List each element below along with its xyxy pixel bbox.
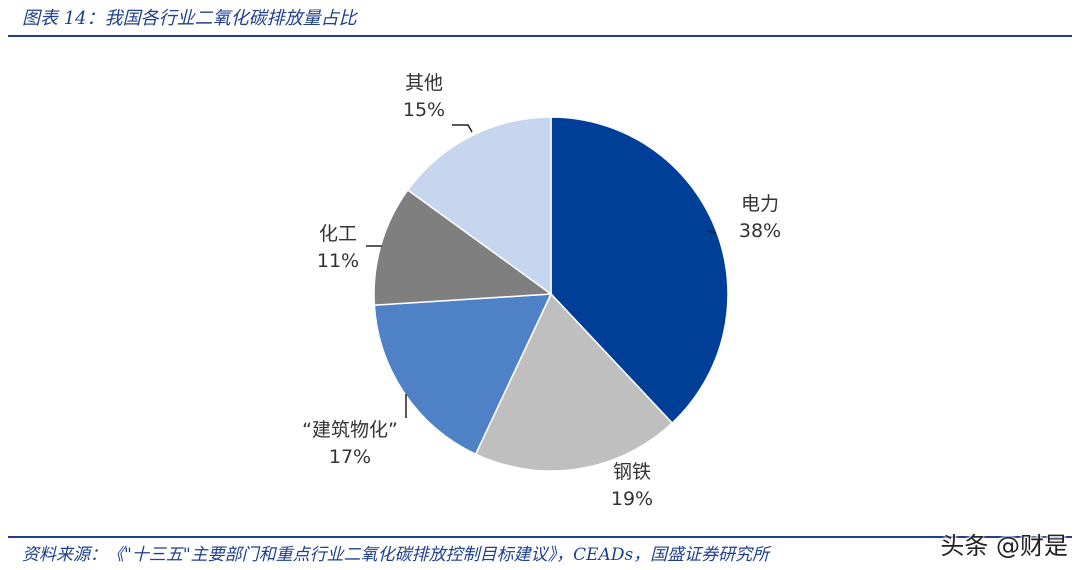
slice-category-label-2: “建筑物化”: [302, 419, 398, 441]
pie-slice-1: [474, 292, 674, 472]
slice-value-label-2: 17%: [329, 446, 371, 468]
source-note: 资料来源：《"十三五"主要部门和重点行业二氧化碳排放控制目标建议》，CEADs，…: [22, 545, 770, 565]
slice-value-label-1: 19%: [611, 488, 653, 510]
leader-line-4: [452, 124, 473, 133]
slice-value-label-3: 11%: [317, 250, 359, 272]
slice-category-label-3: 化工: [319, 223, 357, 245]
slice-value-label-0: 38%: [739, 220, 781, 242]
bottom-rule: [8, 536, 1072, 538]
slice-value-label-4: 15%: [403, 99, 445, 121]
figure-title: 图表 14：我国各行业二氧化碳排放量占比: [22, 8, 357, 29]
pie-slice-2: [373, 293, 553, 456]
top-rule: [8, 35, 1072, 37]
slice-category-label-0: 电力: [741, 193, 779, 215]
pie-slice-4: [406, 116, 552, 296]
pie-slice-3: [373, 188, 554, 306]
leader-line-0: [707, 230, 717, 234]
slice-category-label-4: 其他: [405, 72, 443, 94]
pie-slice-0: [550, 116, 729, 425]
slice-category-label-1: 钢铁: [613, 461, 651, 483]
watermark: 头条 @财是: [940, 532, 1068, 560]
